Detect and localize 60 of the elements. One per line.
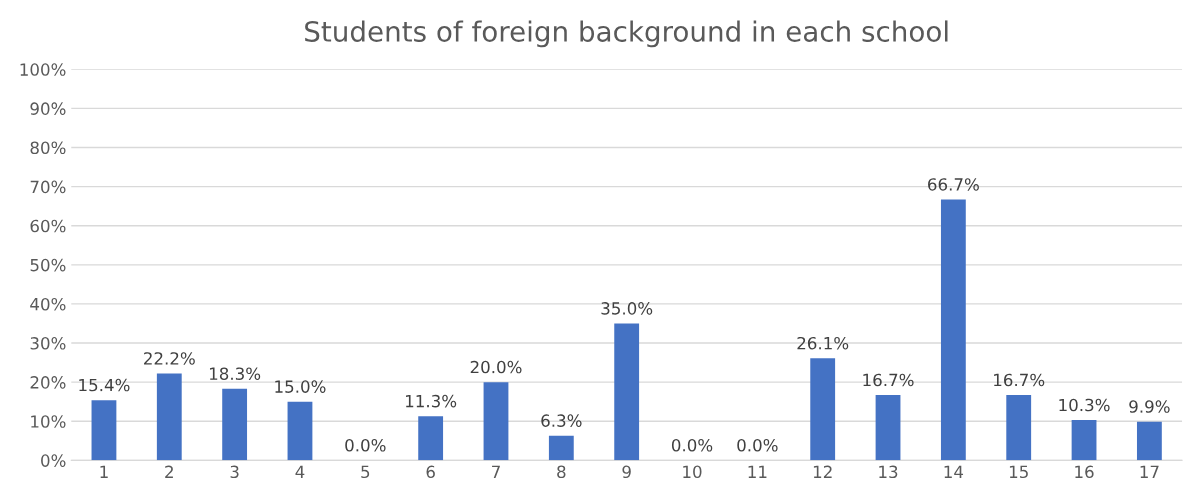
bar [810, 358, 836, 461]
bar [1136, 421, 1162, 461]
y-tick-label: 100% [20, 63, 66, 76]
bar [614, 323, 640, 461]
data-label: 0.0% [345, 438, 386, 452]
data-label: 16.7% [863, 373, 914, 387]
data-label: 0.0% [737, 438, 778, 452]
bar [222, 388, 248, 461]
x-tick-label: 12 [813, 465, 832, 478]
y-tick-label: 0% [41, 454, 66, 467]
x-tick-label: 16 [1075, 465, 1094, 479]
bar [875, 395, 901, 461]
data-label: 20.0% [470, 360, 522, 374]
x-tick-label: 7 [492, 465, 500, 478]
bar [940, 199, 966, 461]
bar [91, 400, 117, 461]
x-tick-label: 13 [879, 465, 898, 479]
data-label: 15.4% [79, 378, 130, 392]
y-tick-label: 50% [30, 258, 66, 272]
bar [483, 382, 509, 461]
y-tick-label: 60% [30, 219, 66, 233]
y-tick-label: 20% [30, 376, 66, 389]
x-tick-label: 17 [1140, 465, 1159, 478]
data-label: 35.0% [601, 302, 653, 315]
x-tick-label: 1 [100, 465, 108, 478]
bar [418, 416, 444, 461]
bar [1071, 420, 1097, 461]
chart-title: Students of foreign background in each school [305, 20, 948, 48]
y-tick-label: 70% [30, 180, 66, 194]
data-label: 9.9% [1129, 400, 1170, 413]
data-label: 66.7% [928, 178, 979, 191]
x-tick-label: 6 [426, 465, 435, 479]
x-tick-label: 11 [748, 465, 767, 478]
x-tick-label: 10 [683, 465, 702, 479]
bar [156, 373, 182, 461]
data-label: 22.2% [144, 352, 195, 365]
x-tick-label: 14 [944, 465, 964, 478]
x-tick-label: 9 [622, 465, 631, 479]
x-tick-label: 3 [230, 465, 239, 479]
data-label: 10.3% [1059, 398, 1110, 412]
data-label: 11.3% [406, 394, 457, 408]
y-tick-label: 90% [30, 102, 66, 115]
data-label: 15.0% [275, 380, 326, 393]
x-tick-label: 8 [557, 465, 566, 479]
data-label: 6.3% [541, 414, 582, 427]
x-tick-label: 5 [361, 465, 370, 479]
data-label: 26.1% [797, 336, 849, 350]
y-tick-label: 10% [31, 415, 66, 428]
data-label: 18.3% [209, 367, 261, 380]
bar [287, 401, 313, 461]
data-label: 16.7% [994, 373, 1045, 387]
data-label: 0.0% [671, 438, 713, 452]
x-tick-label: 15 [1009, 465, 1028, 479]
y-tick-label: 30% [30, 337, 66, 350]
bar [1006, 395, 1032, 461]
x-tick-label: 2 [165, 465, 173, 478]
x-tick-label: 4 [295, 465, 305, 478]
y-tick-label: 80% [30, 141, 66, 155]
y-tick-label: 40% [30, 297, 66, 311]
bar [548, 435, 574, 461]
